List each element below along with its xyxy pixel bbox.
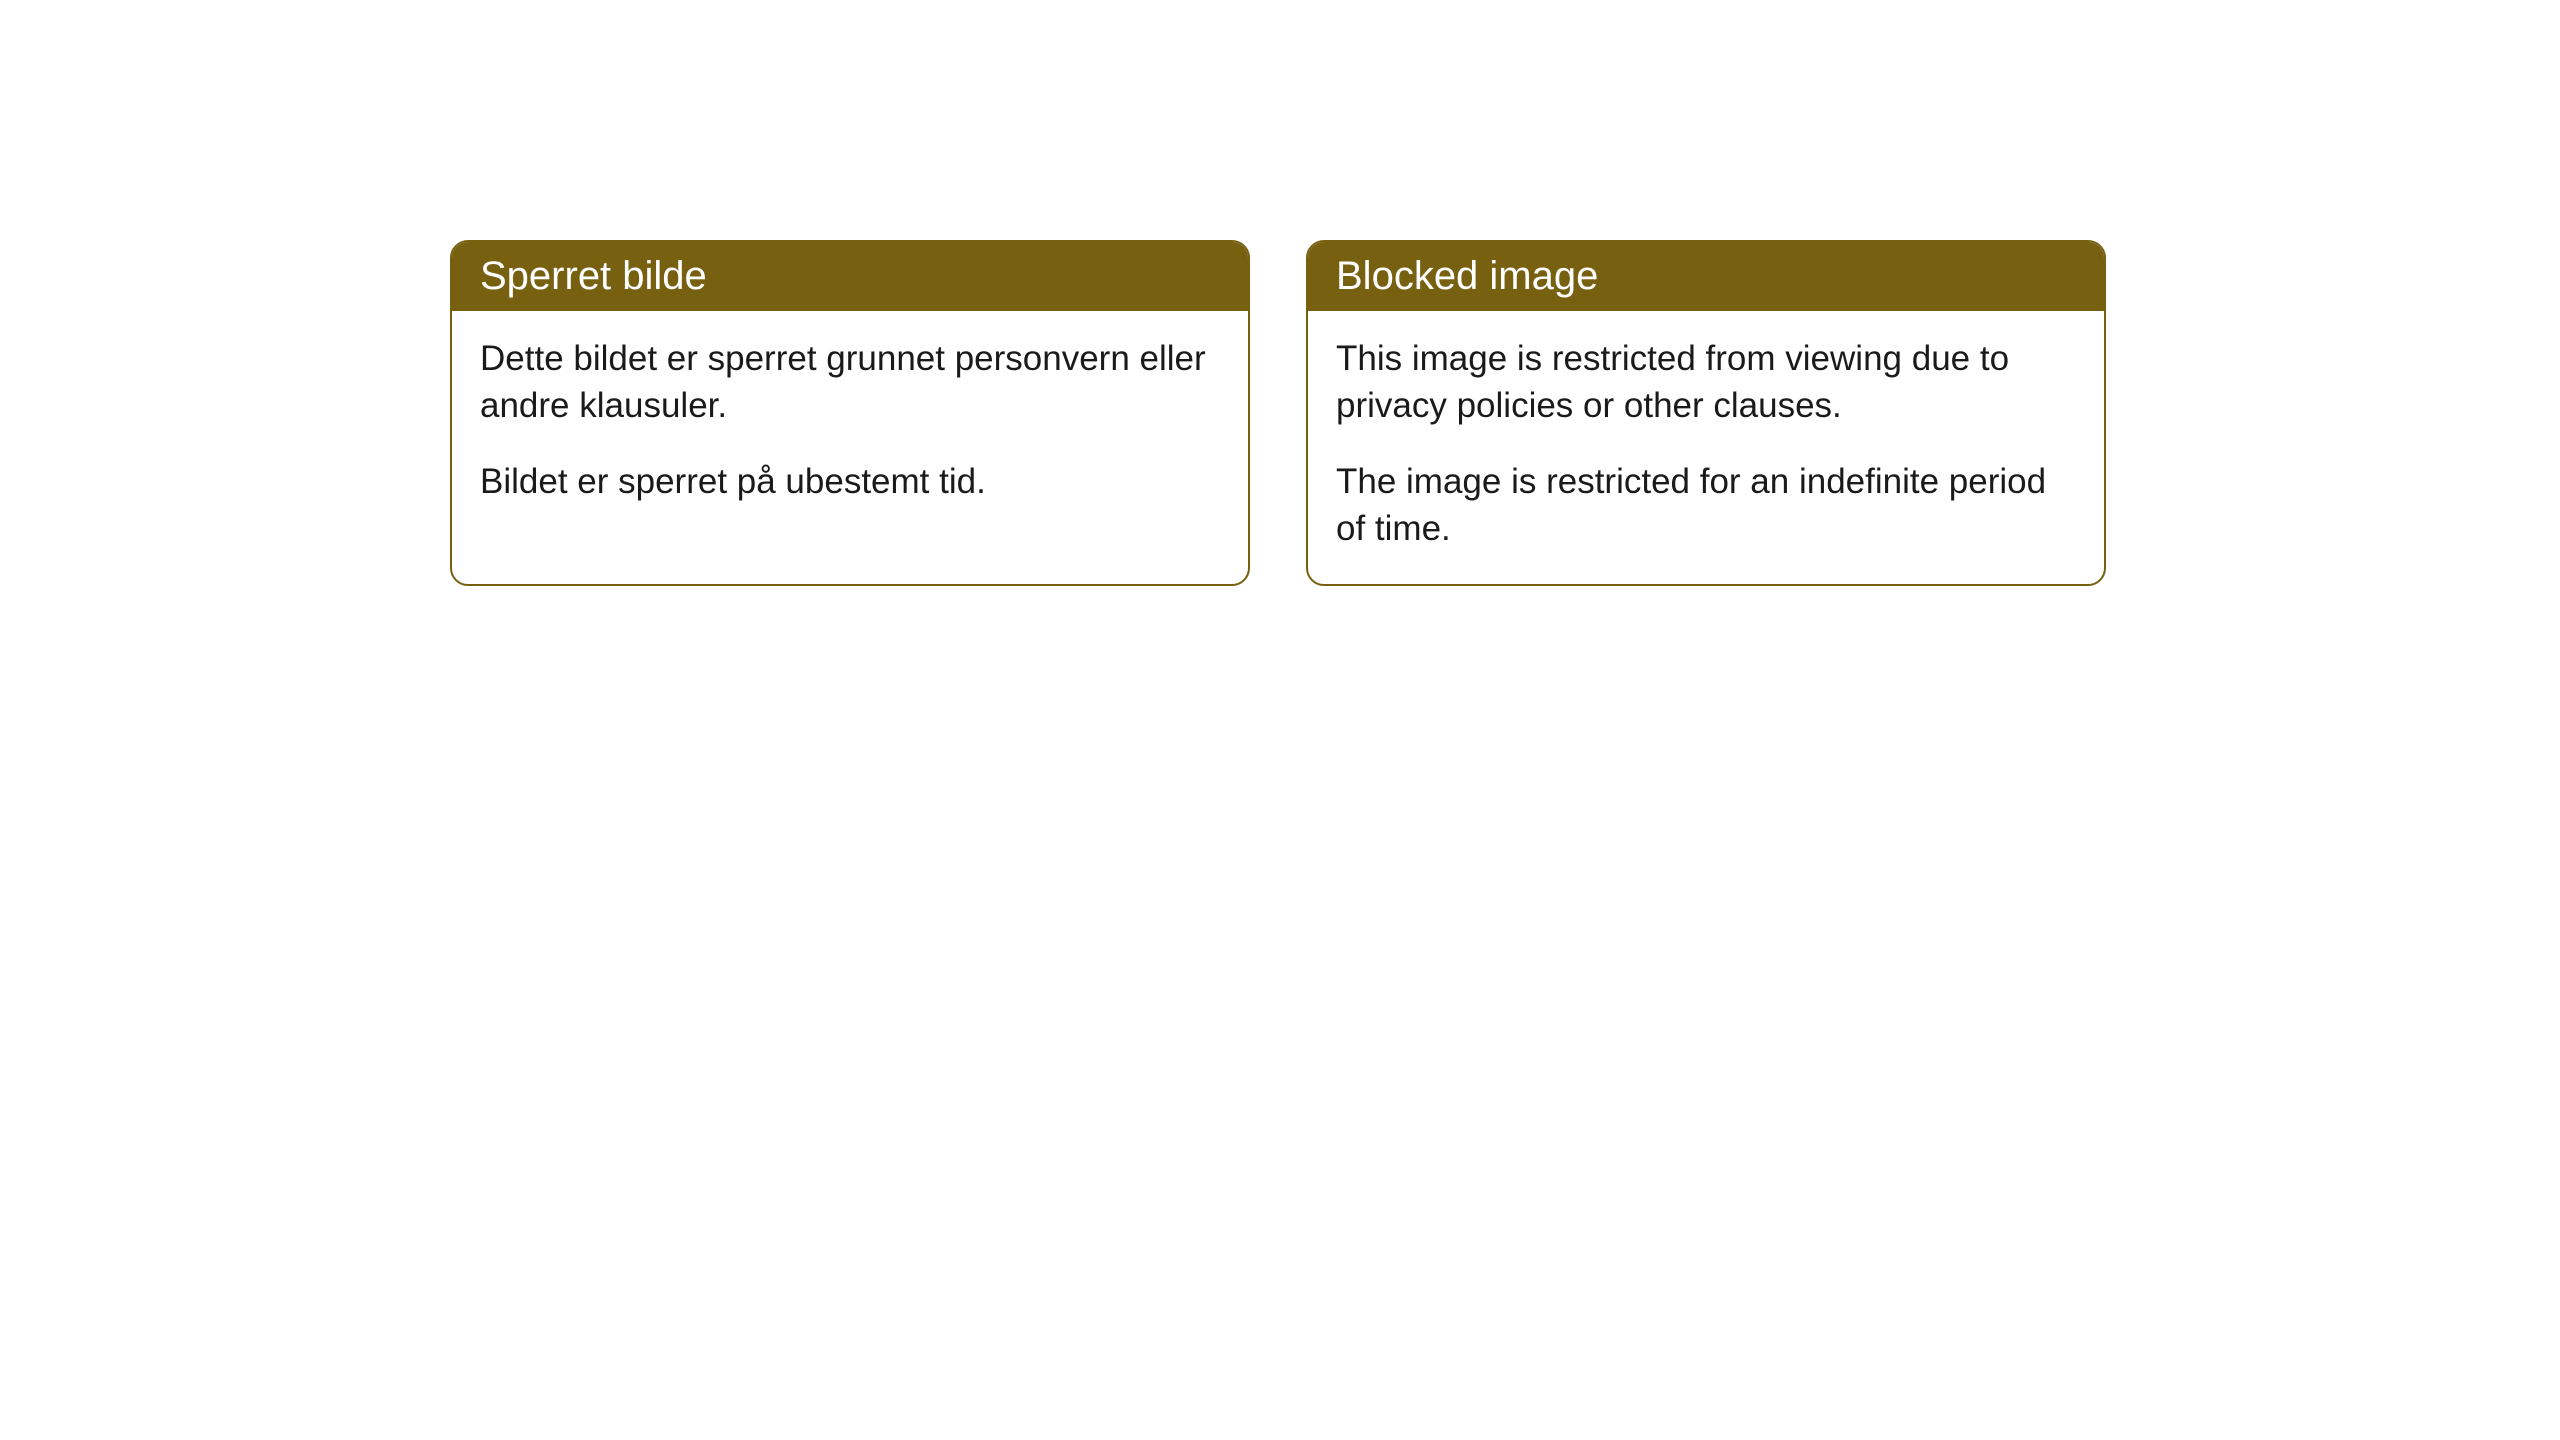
blocked-notice-card-en: Blocked image This image is restricted f… <box>1306 240 2106 586</box>
card-title-en: Blocked image <box>1308 242 2104 311</box>
card-paragraph-1-en: This image is restricted from viewing du… <box>1336 335 2076 430</box>
card-paragraph-2-en: The image is restricted for an indefinit… <box>1336 458 2076 553</box>
card-body-no: Dette bildet er sperret grunnet personve… <box>452 311 1248 537</box>
blocked-notice-card-no: Sperret bilde Dette bildet er sperret gr… <box>450 240 1250 586</box>
card-title-no: Sperret bilde <box>452 242 1248 311</box>
card-body-en: This image is restricted from viewing du… <box>1308 311 2104 584</box>
card-paragraph-2-no: Bildet er sperret på ubestemt tid. <box>480 458 1220 505</box>
card-paragraph-1-no: Dette bildet er sperret grunnet personve… <box>480 335 1220 430</box>
notice-container: Sperret bilde Dette bildet er sperret gr… <box>0 0 2560 826</box>
